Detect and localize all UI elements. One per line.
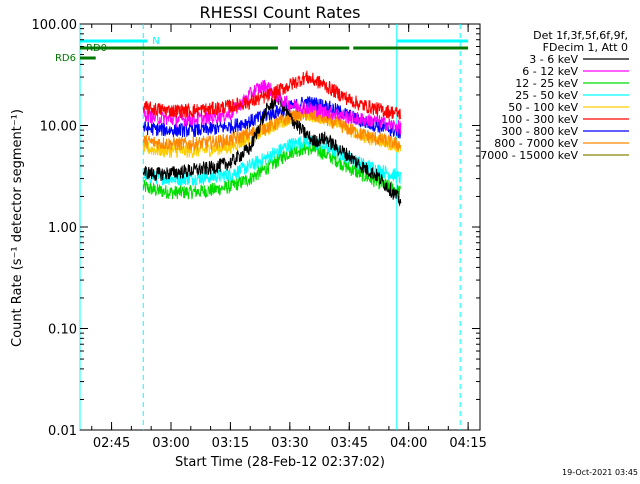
series-line [142,70,402,120]
x-tick-label: 03:00 [152,436,189,451]
legend-entry-label: 6 - 12 keV [522,65,578,78]
y-axis-ticks: 0.01 0.10 1.00 10.00 100.00 [32,18,480,439]
x-tick-label: 02:45 [93,436,130,451]
footer-timestamp: 19-Oct-2021 03:45 [562,468,638,477]
legend-entry-label: 800 - 7000 keV [494,137,578,150]
x-tick-label: 03:15 [212,436,249,451]
legend-entry-label: 300 - 800 keV [501,125,578,138]
flag-bars-layer: N RD0 RD6 [55,36,469,64]
flag-bar-label: RD0 [86,43,107,54]
series-layer [142,70,402,207]
x-tick-label: 03:30 [271,436,308,451]
y-tick-label: 1.00 [48,221,77,236]
x-tick-label: 04:15 [449,436,486,451]
x-tick-label: 03:45 [331,436,368,451]
legend-entry-label: 100 - 300 keV [501,113,578,126]
x-tick-label: 04:00 [390,436,427,451]
legend-entry-label: 12 - 25 keV [515,77,578,90]
flag-bar-label: RD6 [55,53,76,64]
markers-layer [79,24,461,430]
y-tick-label: 100.00 [32,18,78,33]
series-line [142,141,401,200]
y-tick-label: 0.01 [48,424,77,439]
x-axis-label: Start Time (28-Feb-12 02:37:02) [175,455,385,470]
legend-header-line-2: FDecim 1, Att 0 [543,41,628,54]
plot-area: N RD0 RD6 [55,23,481,431]
y-axis-label: Count Rate (s⁻¹ detector segment⁻¹) [10,109,25,347]
flag-bar-label: N [152,36,159,47]
chart-title: RHESSI Count Rates [200,3,361,22]
legend: Det 1f,3f,5f,6f,9f, FDecim 1, Att 0 3 - … [480,29,629,162]
series-line [142,107,402,152]
legend-entry-label: 7000 - 15000 keV [480,149,578,162]
y-tick-label: 0.10 [48,323,77,338]
y-tick-label: 10.00 [40,120,77,135]
legend-entry-label: 25 - 50 keV [515,89,578,102]
x-axis-ticks: 02:45 03:00 03:15 03:30 03:45 04:00 04:15 [91,24,487,451]
legend-entry-label: 3 - 6 keV [529,53,578,66]
legend-entry-label: 50 - 100 keV [508,101,578,114]
legend-header-line-1: Det 1f,3f,5f,6f,9f, [533,29,628,42]
